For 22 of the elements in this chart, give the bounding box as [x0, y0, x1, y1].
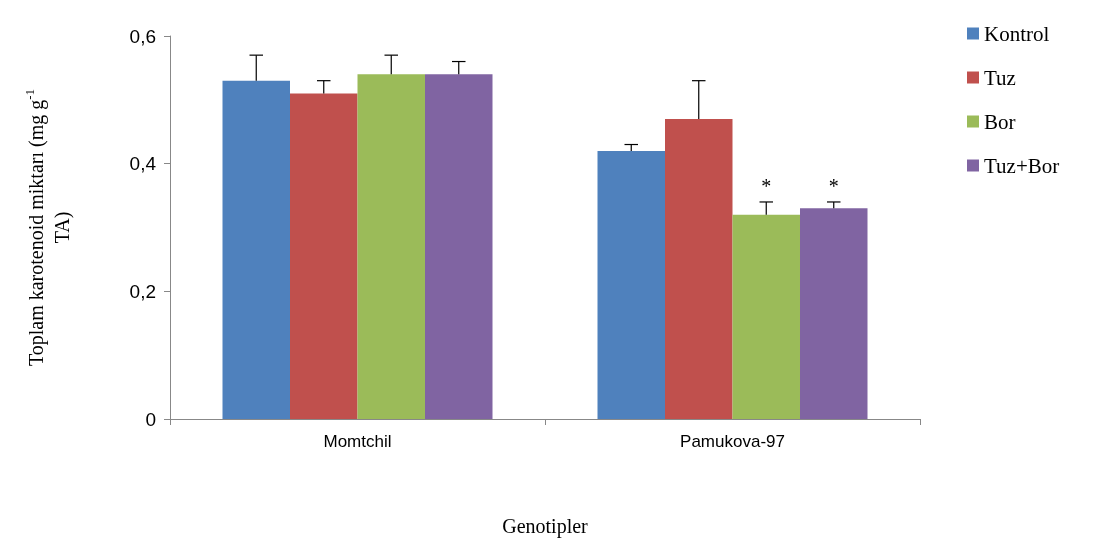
bar — [597, 150, 665, 419]
bar — [357, 74, 425, 419]
bar — [665, 118, 733, 419]
text: Toplam karotenoid miktarı (mg g-1 TA) — [22, 88, 73, 367]
legend-label: Bor — [984, 109, 1016, 134]
data-label: * — [761, 174, 772, 197]
bar — [222, 80, 290, 419]
legend-label: Kontrol — [984, 21, 1050, 46]
bar — [800, 208, 868, 419]
bar — [425, 74, 493, 419]
legend-label: Tuz+Bor — [984, 153, 1060, 178]
x-tick-label: Pamukova-97 — [680, 432, 785, 451]
y-tick-label: 0,2 — [129, 280, 156, 302]
y-tick-label: 0,6 — [129, 25, 156, 47]
x-axis-title: Genotipler — [502, 515, 589, 538]
legend-label: Tuz — [984, 65, 1016, 90]
y-tick-label: 0 — [145, 408, 156, 430]
data-label: * — [828, 174, 839, 197]
bar — [732, 214, 800, 419]
x-tick-label: Momtchil — [323, 432, 392, 451]
y-tick-label: 0,4 — [129, 153, 157, 175]
bar — [290, 93, 358, 419]
